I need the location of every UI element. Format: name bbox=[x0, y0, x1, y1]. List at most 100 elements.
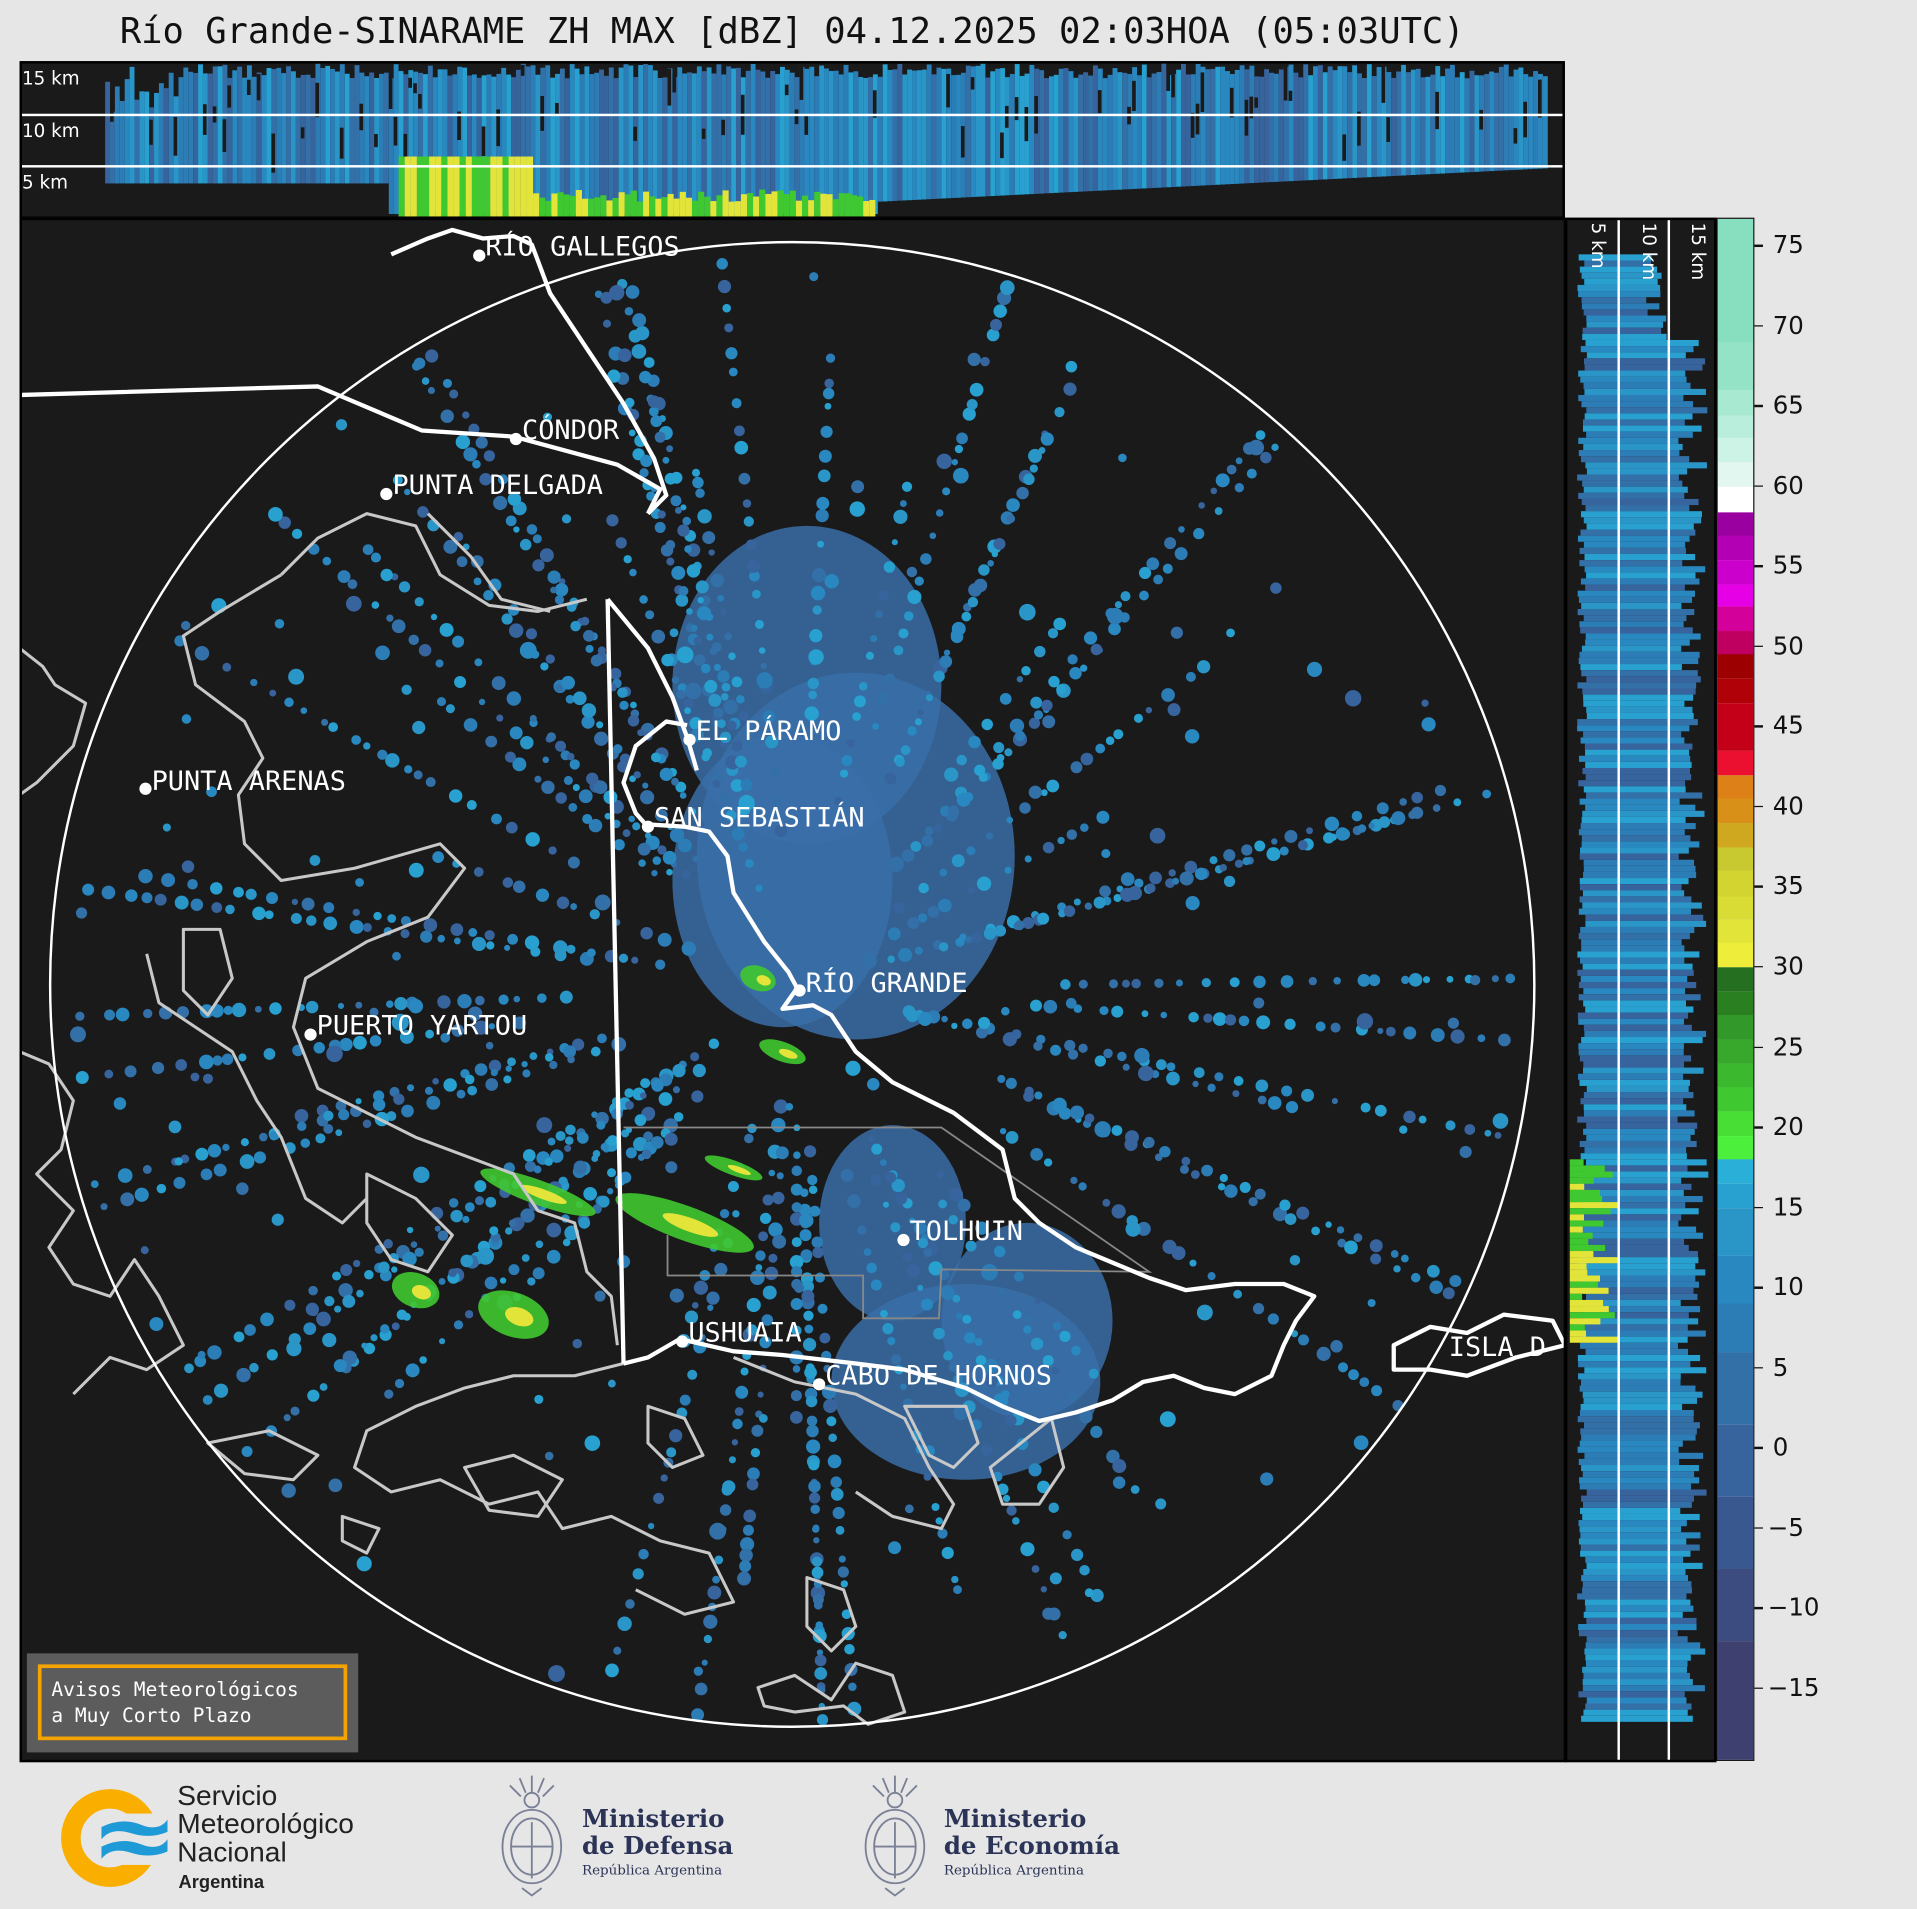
echo-row bbox=[1583, 541, 1686, 548]
echo-cell bbox=[387, 914, 397, 923]
convective-core bbox=[778, 1048, 798, 1059]
echo-cell bbox=[462, 1215, 470, 1224]
colorbar-band bbox=[1717, 606, 1754, 632]
city-marker bbox=[676, 1335, 689, 1348]
echo-row bbox=[1583, 1709, 1688, 1716]
echo-cell bbox=[542, 756, 550, 764]
echo-row bbox=[1585, 1703, 1692, 1710]
echo-cell bbox=[370, 1334, 378, 1342]
echo-column bbox=[1088, 75, 1093, 192]
echo-cell bbox=[824, 574, 839, 589]
echo-cell bbox=[452, 635, 465, 648]
page-title: Río Grande-SINARAME ZH MAX [dBZ] 04.12.2… bbox=[119, 9, 1465, 52]
echo-cell bbox=[910, 841, 922, 852]
echo-cell bbox=[339, 1037, 353, 1052]
convective-column bbox=[404, 156, 411, 217]
echo-gap bbox=[339, 127, 344, 159]
economia-line-1: Ministerio bbox=[943, 1803, 1087, 1834]
echo-cell bbox=[281, 1483, 296, 1498]
echo-cell bbox=[1069, 666, 1082, 680]
echo-cell bbox=[1012, 1517, 1020, 1525]
echo-column bbox=[545, 65, 551, 215]
radar-map[interactable]: RÍO GALLEGOS CÓNDOR PUNTA DELGADA EL PÁRAMO… bbox=[19, 217, 1567, 1763]
echo-cell bbox=[1238, 1015, 1250, 1027]
echo-cell bbox=[712, 1575, 720, 1584]
echo-cell bbox=[115, 1007, 130, 1022]
echo-cell bbox=[300, 1138, 311, 1148]
echo-column bbox=[1181, 63, 1186, 187]
echo-column bbox=[618, 67, 624, 215]
echo-column bbox=[1376, 67, 1382, 177]
echo-cell bbox=[448, 1268, 457, 1278]
echo-column bbox=[1151, 73, 1157, 188]
echo-row bbox=[1583, 1269, 1706, 1276]
warning-line-1: Avisos Meteorológicos bbox=[51, 1677, 299, 1702]
smn-line-1: Servicio bbox=[177, 1779, 278, 1812]
echo-cell bbox=[570, 903, 578, 910]
echo-cell bbox=[1078, 1182, 1087, 1191]
echo-cell bbox=[1219, 863, 1227, 872]
echo-cell bbox=[269, 1131, 279, 1141]
echo-cell bbox=[1233, 1076, 1244, 1086]
convective-column bbox=[795, 200, 803, 217]
colorbar-band bbox=[1717, 896, 1754, 920]
echo-cell bbox=[953, 467, 969, 484]
echo-cell bbox=[936, 453, 952, 469]
echo-cell bbox=[756, 672, 773, 689]
warning-box[interactable]: Avisos Meteorológicos a Muy Corto Plazo bbox=[37, 1664, 348, 1741]
echo-cell bbox=[708, 1038, 720, 1050]
echo-cell bbox=[917, 1237, 929, 1249]
city-marker bbox=[641, 820, 655, 833]
echo-cell bbox=[1021, 665, 1031, 676]
echo-cell bbox=[1130, 1485, 1140, 1494]
echo-cell bbox=[269, 689, 277, 697]
colorbar-tick bbox=[1754, 1527, 1763, 1530]
echo-cell bbox=[1112, 1459, 1127, 1473]
echo-column bbox=[1459, 72, 1465, 173]
echo-row bbox=[1577, 725, 1690, 732]
echo-cell bbox=[369, 1007, 379, 1017]
echo-cell bbox=[624, 306, 634, 316]
echo-row bbox=[1586, 1232, 1703, 1239]
city-label: ISLA D bbox=[1448, 1332, 1546, 1364]
echo-cell bbox=[1267, 1313, 1279, 1325]
echo-cell bbox=[758, 1231, 769, 1242]
convective-row bbox=[1569, 1257, 1618, 1264]
echo-cell bbox=[805, 1395, 818, 1408]
echo-cell bbox=[935, 509, 944, 517]
echo-row bbox=[1578, 1018, 1685, 1025]
echo-column bbox=[1381, 66, 1387, 177]
colorbar-band bbox=[1717, 462, 1754, 487]
echo-cell bbox=[425, 777, 436, 788]
echo-row bbox=[1582, 1324, 1688, 1331]
echo-column bbox=[672, 77, 678, 215]
echo-cell bbox=[607, 369, 621, 383]
echo-column bbox=[1122, 72, 1128, 190]
echo-cell bbox=[812, 568, 826, 583]
echo-cell bbox=[473, 577, 482, 586]
echo-column bbox=[251, 76, 257, 184]
echo-cell bbox=[942, 487, 951, 496]
echo-column bbox=[559, 68, 565, 215]
echo-cell bbox=[581, 703, 597, 718]
echo-cell bbox=[1028, 717, 1041, 729]
convective-core bbox=[505, 1307, 534, 1327]
echo-row bbox=[1583, 871, 1697, 879]
echo-cell bbox=[759, 1212, 772, 1225]
echo-cell bbox=[1111, 1125, 1123, 1136]
echo-column bbox=[916, 70, 922, 200]
echo-cell bbox=[625, 1100, 634, 1110]
echo-cell bbox=[340, 1263, 353, 1276]
echo-cell bbox=[1324, 816, 1340, 832]
echo-cell bbox=[519, 641, 537, 659]
convective-column bbox=[679, 191, 686, 217]
echo-cell bbox=[684, 1310, 699, 1324]
echo-cell bbox=[1260, 1472, 1274, 1486]
echo-cell bbox=[648, 406, 659, 417]
echo-cell bbox=[1185, 671, 1196, 682]
echo-cell bbox=[212, 1055, 223, 1066]
colorbar-band bbox=[1717, 750, 1754, 776]
echo-cell bbox=[1212, 1012, 1227, 1026]
echo-cell bbox=[347, 579, 358, 590]
city-marker bbox=[897, 1233, 910, 1247]
